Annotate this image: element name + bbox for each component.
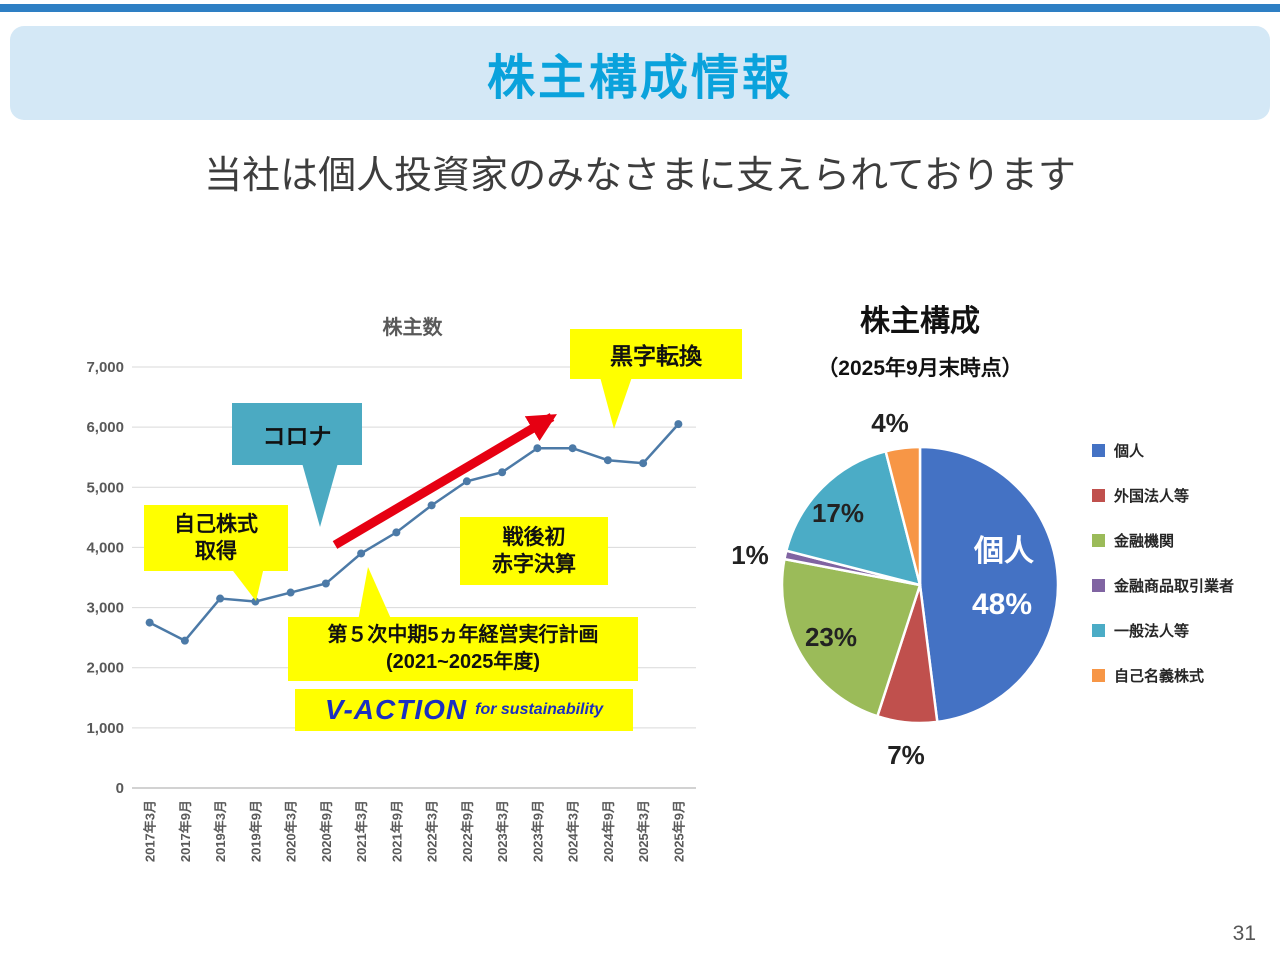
svg-text:2025年9月: 2025年9月 [671,800,686,862]
annotation-plan-line2: (2021~2025年度) [386,651,540,673]
svg-text:2022年9月: 2022年9月 [460,800,475,862]
page-number: 31 [1232,922,1256,945]
pie-chart-plot [780,445,1060,725]
legend-item-individual: 個人 [1092,428,1234,473]
legend-label-financial-dealers: 金融商品取引業者 [1114,578,1235,595]
annotation-treasury-stock: 自己株式 取得 [144,505,288,571]
annotation-deficit-line2: 赤字決算 [492,553,576,576]
svg-text:5,000: 5,000 [86,479,124,496]
vaction-logo-text: V-ACTION [324,694,468,725]
legend-swatch-foreign-corporations [1092,489,1105,502]
svg-text:2017年9月: 2017年9月 [178,800,193,862]
annotation-black-ink-label: 黒字転換 [610,343,702,369]
legend-label-financial-institutions: 金融機関 [1114,533,1175,550]
annotation-corona: コロナ [232,403,362,465]
legend-item-financial-institutions: 金融機関 [1092,518,1234,563]
svg-text:2022年3月: 2022年3月 [425,800,440,862]
pie-label-treasury-shares: 4% [871,408,909,438]
page-title: 株主構成情報 [486,52,793,105]
svg-text:2019年9月: 2019年9月 [248,800,263,862]
legend-swatch-financial-institutions [1092,534,1105,547]
svg-text:2025年3月: 2025年3月 [636,800,651,862]
legend-item-financial-dealers: 金融商品取引業者 [1092,563,1234,608]
vaction-logo-banner: V-ACTION for sustainability [295,689,633,731]
pie-legend: 個人 外国法人等 金融機関 金融商品取引業者 一般法人等 自己名義株式 [1092,428,1234,698]
annotation-treasury-line2: 取得 [195,540,237,563]
svg-text:2021年3月: 2021年3月 [354,800,369,862]
svg-text:4,000: 4,000 [86,539,124,556]
legend-label-general-corporations: 一般法人等 [1114,623,1190,640]
svg-text:3,000: 3,000 [86,600,124,617]
svg-text:2021年9月: 2021年9月 [389,800,404,862]
svg-text:7,000: 7,000 [86,359,124,376]
legend-swatch-treasury-shares [1092,669,1105,682]
legend-item-treasury-shares: 自己名義株式 [1092,653,1234,698]
pie-label-individual-name: 個人 [974,535,1034,568]
svg-text:2,000: 2,000 [86,660,124,677]
annotation-corona-label: コロナ [262,423,332,449]
line-chart-title: 株主数 [382,317,443,339]
legend-swatch-financial-dealers [1092,579,1105,592]
pie-label-foreign-corporations: 7% [887,740,925,770]
svg-text:2020年9月: 2020年9月 [319,800,334,862]
svg-text:2023年3月: 2023年3月 [495,800,510,862]
line-chart-plot: 0 1,000 2,000 3,000 4,000 5,000 6,000 7,000 2017… [86,359,696,862]
svg-text:0: 0 [116,780,124,797]
legend-label-treasury-shares: 自己名義株式 [1114,668,1205,685]
svg-text:1,000: 1,000 [86,720,124,737]
slide-header: 株主構成情報 [10,26,1270,120]
svg-text:2019年3月: 2019年3月 [213,800,228,862]
legend-item-foreign-corporations: 外国法人等 [1092,473,1234,518]
annotation-midterm-plan: 第５次中期5ヵ年経営実行計画 (2021~2025年度) [288,617,638,681]
annotation-deficit-line1: 戦後初 [502,525,566,549]
shareholder-composition-chart: 株主構成 （2025年9月末時点） 4% 17% 1% 23% 7% 個人 48… [730,290,1280,870]
pie-chart-title: 株主構成 [860,305,980,338]
legend-swatch-general-corporations [1092,624,1105,637]
svg-text:2020年3月: 2020年3月 [284,800,299,862]
shareholder-count-chart: 株主数 0 1,000 2,000 3,000 4,000 5,000 6,000 7,000… [80,295,750,930]
svg-text:2023年9月: 2023年9月 [530,800,545,862]
pie-chart-subtitle: （2025年9月末時点） [817,357,1023,380]
annotation-plan-line1: 第５次中期5ヵ年経営実行計画 [327,624,599,646]
svg-text:2024年3月: 2024年3月 [566,800,581,862]
vaction-logo-subtext: for sustainability [475,701,604,718]
slide-subtitle: 当社は個人投資家のみなさまに支えられております [204,155,1076,197]
legend-label-foreign-corporations: 外国法人等 [1114,488,1190,505]
legend-label-individual: 個人 [1114,443,1145,460]
pie-label-general-corporations: 17% [811,498,865,528]
annotation-black-ink: 黒字転換 [570,329,742,379]
pie-label-individual-pct: 48% [971,588,1033,621]
annotation-deficit: 戦後初 赤字決算 [460,517,608,585]
svg-text:2024年9月: 2024年9月 [601,800,616,862]
annotation-treasury-line1: 自己株式 [174,512,258,536]
legend-swatch-individual [1092,444,1105,457]
svg-text:2017年3月: 2017年3月 [143,800,158,862]
legend-item-general-corporations: 一般法人等 [1092,608,1234,653]
top-accent-bar [0,4,1280,12]
pie-label-financial-institutions: 23% [804,622,858,652]
svg-text:6,000: 6,000 [86,419,124,436]
pie-label-financial-dealers: 1% [731,540,769,570]
